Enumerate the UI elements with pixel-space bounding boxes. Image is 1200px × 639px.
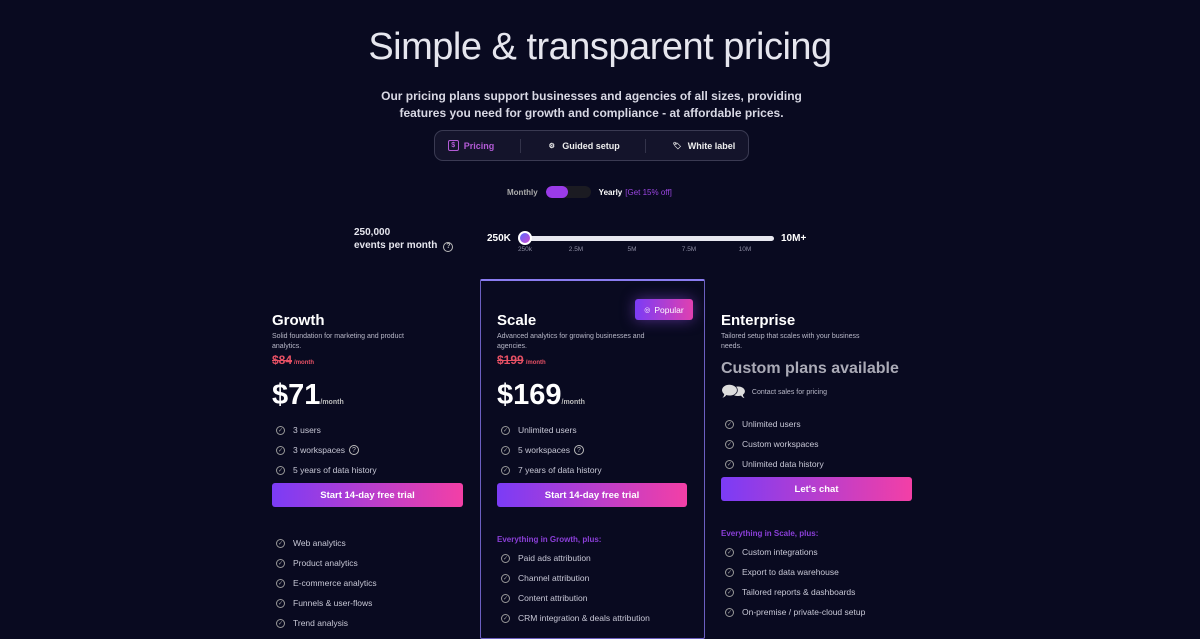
check-icon: ✓ <box>725 587 734 597</box>
check-icon: ✓ <box>501 593 510 603</box>
billing-toggle[interactable] <box>545 186 591 198</box>
feature-item: ✓ Product analytics <box>276 558 358 568</box>
check-icon: ✓ <box>725 439 734 449</box>
feature-item: ✓ 3 workspaces? <box>272 440 472 460</box>
check-icon: ✓ <box>725 607 734 617</box>
start-trial-button[interactable]: Start 14-day free trial <box>272 483 463 507</box>
feature-item: ✓ Export to data warehouse <box>725 567 839 577</box>
events-slider-track[interactable] <box>520 236 774 241</box>
check-icon: ✓ <box>501 573 510 583</box>
check-icon: ✓ <box>501 425 510 435</box>
help-icon[interactable]: ? <box>348 445 359 455</box>
check-icon: ✓ <box>276 425 285 435</box>
plan-growth: Growth Solid foundation for marketing an… <box>272 312 472 633</box>
feature-item: ✓ Channel attribution <box>501 573 590 583</box>
check-icon: ✓ <box>501 613 510 623</box>
yearly-label[interactable]: Yearly <box>598 187 623 197</box>
feature-item: ✓ Custom integrations <box>725 547 818 557</box>
feature-item: ✓ Unlimited users <box>501 425 577 435</box>
gear-icon: ⚙ <box>548 142 555 150</box>
feature-item: ✓ Web analytics <box>276 538 346 548</box>
feature-item: ✓ 7 years of data history <box>501 465 602 475</box>
feature-item: ✓ E-commerce analytics <box>276 578 377 588</box>
check-icon: ✓ <box>276 445 285 455</box>
chat-bubbles-icon: 🗪 <box>721 381 746 403</box>
slider-tick: 250k <box>517 246 533 253</box>
divider <box>645 138 647 153</box>
check-icon: ✓ <box>501 445 510 455</box>
check-icon: ✓ <box>276 618 285 628</box>
help-icon[interactable]: ? <box>573 445 584 455</box>
slider-min-label: 250K <box>487 233 511 244</box>
tab-bar: $ Pricing ⚙ Guided setup 🏷 White label <box>434 130 749 161</box>
events-readout: 250,000 events per month? <box>354 226 454 252</box>
check-icon: ✓ <box>276 465 285 475</box>
feature-item: ✓ 3 users <box>276 425 321 435</box>
feature-item: ✓ Unlimited users <box>725 419 801 429</box>
slider-tick: 5M <box>627 246 637 253</box>
dollar-icon: $ <box>447 140 459 151</box>
events-slider-thumb[interactable] <box>518 231 532 245</box>
tab-white-label[interactable]: 🏷 White label <box>672 140 736 151</box>
slider-max-label: 10M+ <box>781 233 807 244</box>
slider-tick: 7.5M <box>681 246 697 253</box>
monthly-label[interactable]: Monthly <box>507 187 538 197</box>
feature-item: ✓ Content attribution <box>501 593 588 603</box>
lets-chat-button[interactable]: Let's chat <box>721 477 912 501</box>
page-subtitle: Our pricing plans support businesses and… <box>381 89 802 120</box>
slider-tick: 10M <box>738 246 752 253</box>
start-trial-button[interactable]: Start 14-day free trial <box>497 483 687 507</box>
star-icon: ◎ <box>644 306 651 314</box>
feature-item: ✓ Funnels & user-flows <box>276 598 373 608</box>
feature-item: ✓ Paid ads attribution <box>501 553 591 563</box>
check-icon: ✓ <box>725 459 734 469</box>
tab-guided-setup[interactable]: ⚙ Guided setup <box>546 140 620 151</box>
check-icon: ✓ <box>501 553 510 563</box>
billing-toggle-group: Monthly Yearly [Get 15% off] <box>507 186 672 198</box>
check-icon: ✓ <box>276 558 285 568</box>
page-title: Simple & transparent pricing <box>368 26 832 68</box>
feature-item: ✓ Unlimited data history <box>725 459 824 469</box>
extras-title: Everything in Scale, plus: <box>721 529 819 538</box>
tag-icon: 🏷 <box>672 142 682 150</box>
check-icon: ✓ <box>725 567 734 577</box>
check-icon: ✓ <box>276 578 285 588</box>
tab-pricing[interactable]: $ Pricing <box>447 140 494 151</box>
feature-item: ✓ CRM integration & deals attribution <box>501 613 650 623</box>
feature-item: ✓ On-premise / private-cloud setup <box>725 607 866 617</box>
feature-item: ✓ Tailored reports & dashboards <box>725 587 856 597</box>
check-icon: ✓ <box>725 547 734 557</box>
extras-title: Everything in Growth, plus: <box>497 535 602 544</box>
help-icon[interactable]: ? <box>443 241 454 252</box>
feature-item: ✓ Trend analysis <box>276 618 348 628</box>
old-price: $199/month <box>497 353 546 367</box>
feature-item: ✓ 5 workspaces? <box>497 440 697 460</box>
feature-item: ✓ Custom workspaces <box>725 439 819 449</box>
discount-label: [Get 15% off] <box>625 187 672 197</box>
old-price: $84/month <box>272 353 315 367</box>
check-icon: ✓ <box>501 465 510 475</box>
feature-item: ✓ 5 years of data history <box>276 465 377 475</box>
check-icon: ✓ <box>276 598 285 608</box>
popular-badge: ◎ Popular <box>635 299 693 320</box>
divider <box>519 138 521 153</box>
check-icon: ✓ <box>276 538 285 548</box>
slider-tick: 2.5M <box>568 246 584 253</box>
check-icon: ✓ <box>725 419 734 429</box>
plan-enterprise: Enterprise Tailored setup that scales wi… <box>721 312 921 622</box>
price: $71/month <box>272 379 344 411</box>
price: $169/month <box>497 379 585 411</box>
plan-scale: Scale Advanced analytics for growing bus… <box>497 312 697 628</box>
